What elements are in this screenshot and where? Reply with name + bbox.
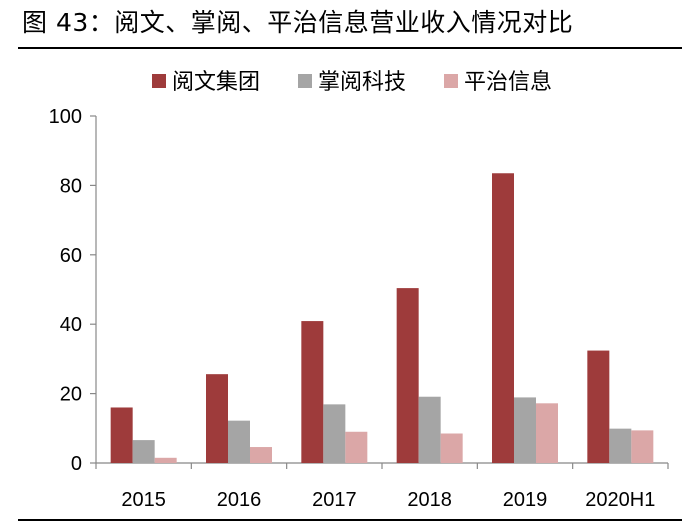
x-tick-label: 2017: [312, 489, 357, 511]
legend-label-平治信息: 平治信息: [464, 70, 552, 95]
y-tick-label: 40: [60, 314, 82, 336]
legend-swatch-阅文集团: [152, 74, 166, 88]
bar-平治信息-2015: [154, 457, 177, 463]
x-tick-label: 2020H1: [585, 489, 655, 511]
bar-阅文集团-2018: [396, 288, 419, 463]
bar-平治信息-2020H1: [631, 430, 654, 463]
x-tick-label: 2018: [407, 489, 452, 511]
y-tick-label: 0: [71, 453, 82, 475]
y-axis: 0 20 40 60 80 100: [49, 106, 97, 475]
x-tick-label: 2016: [217, 489, 262, 511]
bar-掌阅科技-2015: [132, 440, 155, 463]
bar-掌阅科技-2018: [418, 396, 441, 463]
bar-掌阅科技-2019: [514, 397, 536, 463]
bar-掌阅科技-2020H1: [609, 428, 632, 463]
legend: 阅文集团 掌阅科技 平治信息: [152, 70, 552, 95]
y-tick-label: 100: [49, 106, 82, 128]
x-axis: 2015 2016 2017 2018 2019 2020H1: [95, 462, 669, 511]
bar-掌阅科技-2016: [228, 420, 250, 463]
bars: [110, 173, 654, 463]
title-underline: [18, 47, 682, 49]
bar-阅文集团-2015: [110, 407, 133, 463]
bar-平治信息-2016: [250, 447, 272, 463]
bar-阅文集团-2019: [492, 173, 514, 463]
bar-平治信息-2017: [345, 431, 368, 463]
bar-掌阅科技-2017: [323, 404, 346, 463]
legend-swatch-平治信息: [444, 74, 458, 88]
figure-bottom-rule: [18, 519, 682, 521]
bar-平治信息-2019: [536, 403, 558, 463]
bar-平治信息-2018: [440, 433, 463, 463]
bar-阅文集团-2016: [206, 374, 228, 463]
y-tick-label: 20: [60, 384, 82, 406]
bar-阅文集团-2017: [301, 321, 324, 463]
x-tick-label: 2019: [503, 489, 548, 511]
figure-title: 图 43：阅文、掌阅、平治信息营业收入情况对比: [22, 8, 574, 37]
legend-swatch-掌阅科技: [298, 74, 312, 88]
x-tick-label: 2015: [121, 489, 166, 511]
legend-label-阅文集团: 阅文集团: [172, 70, 260, 95]
y-tick-label: 60: [60, 245, 82, 267]
bar-阅文集团-2020H1: [587, 350, 610, 463]
legend-label-掌阅科技: 掌阅科技: [318, 70, 406, 95]
y-tick-label: 80: [60, 175, 82, 197]
